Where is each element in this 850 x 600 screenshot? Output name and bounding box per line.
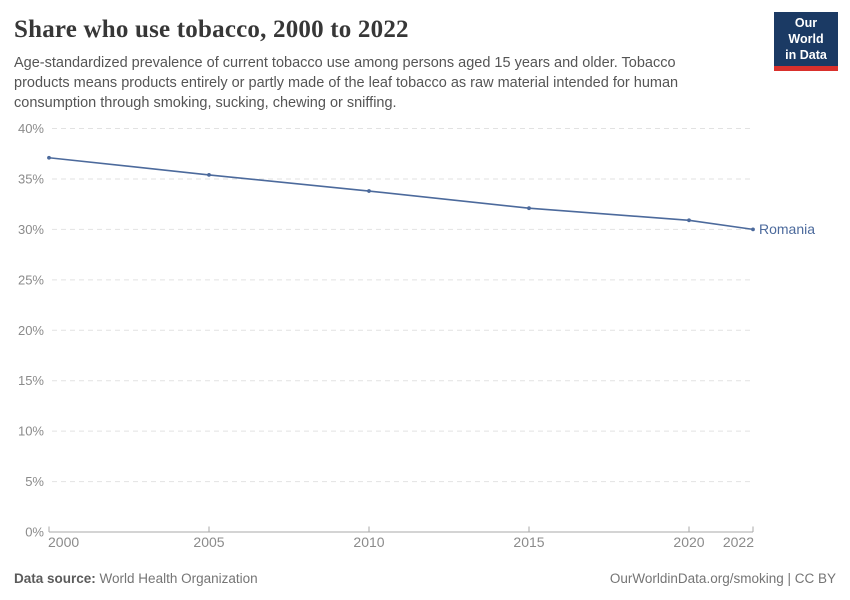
x-axis-tick-label: 2010 <box>353 534 384 550</box>
chart-subtitle: Age-standardized prevalence of current t… <box>14 54 679 111</box>
owid-logo-line2: in Data <box>785 47 827 62</box>
data-source-note: Data source: World Health Organization <box>14 571 258 586</box>
owid-logo-line1: Our World <box>788 16 824 46</box>
data-point-marker <box>207 173 211 177</box>
data-point-marker <box>367 189 371 193</box>
chart-title: Share who use tobacco, 2000 to 2022 <box>14 16 409 43</box>
y-axis-tick-label: 30% <box>18 222 44 237</box>
y-axis-tick-label: 35% <box>18 171 44 186</box>
data-point-marker <box>527 206 531 211</box>
x-axis-tick-label: 2005 <box>193 534 224 550</box>
x-axis-tick-label: 2000 <box>48 534 79 550</box>
y-axis-tick-label: 0% <box>25 525 44 540</box>
y-axis-tick-label: 10% <box>18 424 44 439</box>
y-axis-tick-label: 15% <box>18 373 44 388</box>
line-series-romania <box>48 156 754 231</box>
x-axis-tick-label: 2015 <box>513 534 544 550</box>
credit-line: OurWorldinData.org/smoking | CC BY <box>609 571 836 586</box>
chart-header: Share who use tobacco, 2000 to 2022 Age-… <box>14 16 836 113</box>
data-point-marker <box>751 227 755 232</box>
y-axis-tick-label: 20% <box>18 323 44 338</box>
chart-footer: Data source: World Health Organization O… <box>14 571 836 586</box>
data-source-value: World Health Organization <box>99 571 258 586</box>
x-axis-tick-label: 2020 <box>673 534 704 550</box>
x-axis-tick-label: 2022 <box>723 534 754 550</box>
data-point-marker <box>47 155 51 160</box>
series-entity-label: Romania <box>759 221 815 237</box>
data-source-label: Data source: <box>14 571 96 586</box>
y-axis-tick-label: 5% <box>25 474 44 489</box>
y-axis-tick-label: 25% <box>18 272 44 287</box>
owid-logo: Our World in Data <box>774 12 838 72</box>
y-axis-tick-label: 40% <box>18 121 44 136</box>
data-point-marker <box>687 218 691 223</box>
